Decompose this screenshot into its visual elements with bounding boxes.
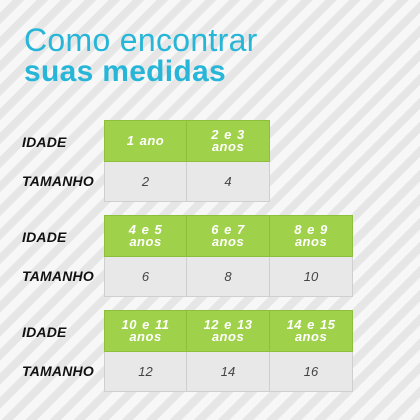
age-cell: 14 e 15 anos: [270, 310, 353, 352]
age-cell: 8 e 9 anos: [270, 215, 353, 257]
age-row-label: IDADE: [22, 324, 67, 340]
size-row: 6 8 10: [104, 257, 353, 297]
age-row: 1 ano 2 e 3 anos: [104, 120, 270, 162]
size-cell: 14: [187, 352, 270, 392]
size-cell: 16: [270, 352, 353, 392]
age-cell: 4 e 5 anos: [104, 215, 187, 257]
age-cell: 1 ano: [104, 120, 187, 162]
size-cell: 2: [104, 162, 187, 202]
title-line-2: suas medidas: [24, 55, 227, 88]
age-row-label: IDADE: [22, 229, 67, 245]
title-line-1: Como encontrar: [24, 22, 258, 58]
size-cell: 12: [104, 352, 187, 392]
size-row: 12 14 16: [104, 352, 353, 392]
age-cell: 2 e 3 anos: [187, 120, 270, 162]
size-cell: 10: [270, 257, 353, 297]
size-cell: 8: [187, 257, 270, 297]
size-row-label: TAMANHO: [22, 363, 94, 379]
size-cell: 4: [187, 162, 270, 202]
size-cell: 6: [104, 257, 187, 297]
size-row-label: TAMANHO: [22, 173, 94, 189]
age-cell: 6 e 7 anos: [187, 215, 270, 257]
size-row: 2 4: [104, 162, 270, 202]
age-row: 10 e 11 anos 12 e 13 anos 14 e 15 anos: [104, 310, 353, 352]
age-row: 4 e 5 anos 6 e 7 anos 8 e 9 anos: [104, 215, 353, 257]
size-row-label: TAMANHO: [22, 268, 94, 284]
age-row-label: IDADE: [22, 134, 67, 150]
age-cell: 10 e 11 anos: [104, 310, 187, 352]
page-title: Como encontrar suas medidas: [24, 24, 258, 88]
age-cell: 12 e 13 anos: [187, 310, 270, 352]
